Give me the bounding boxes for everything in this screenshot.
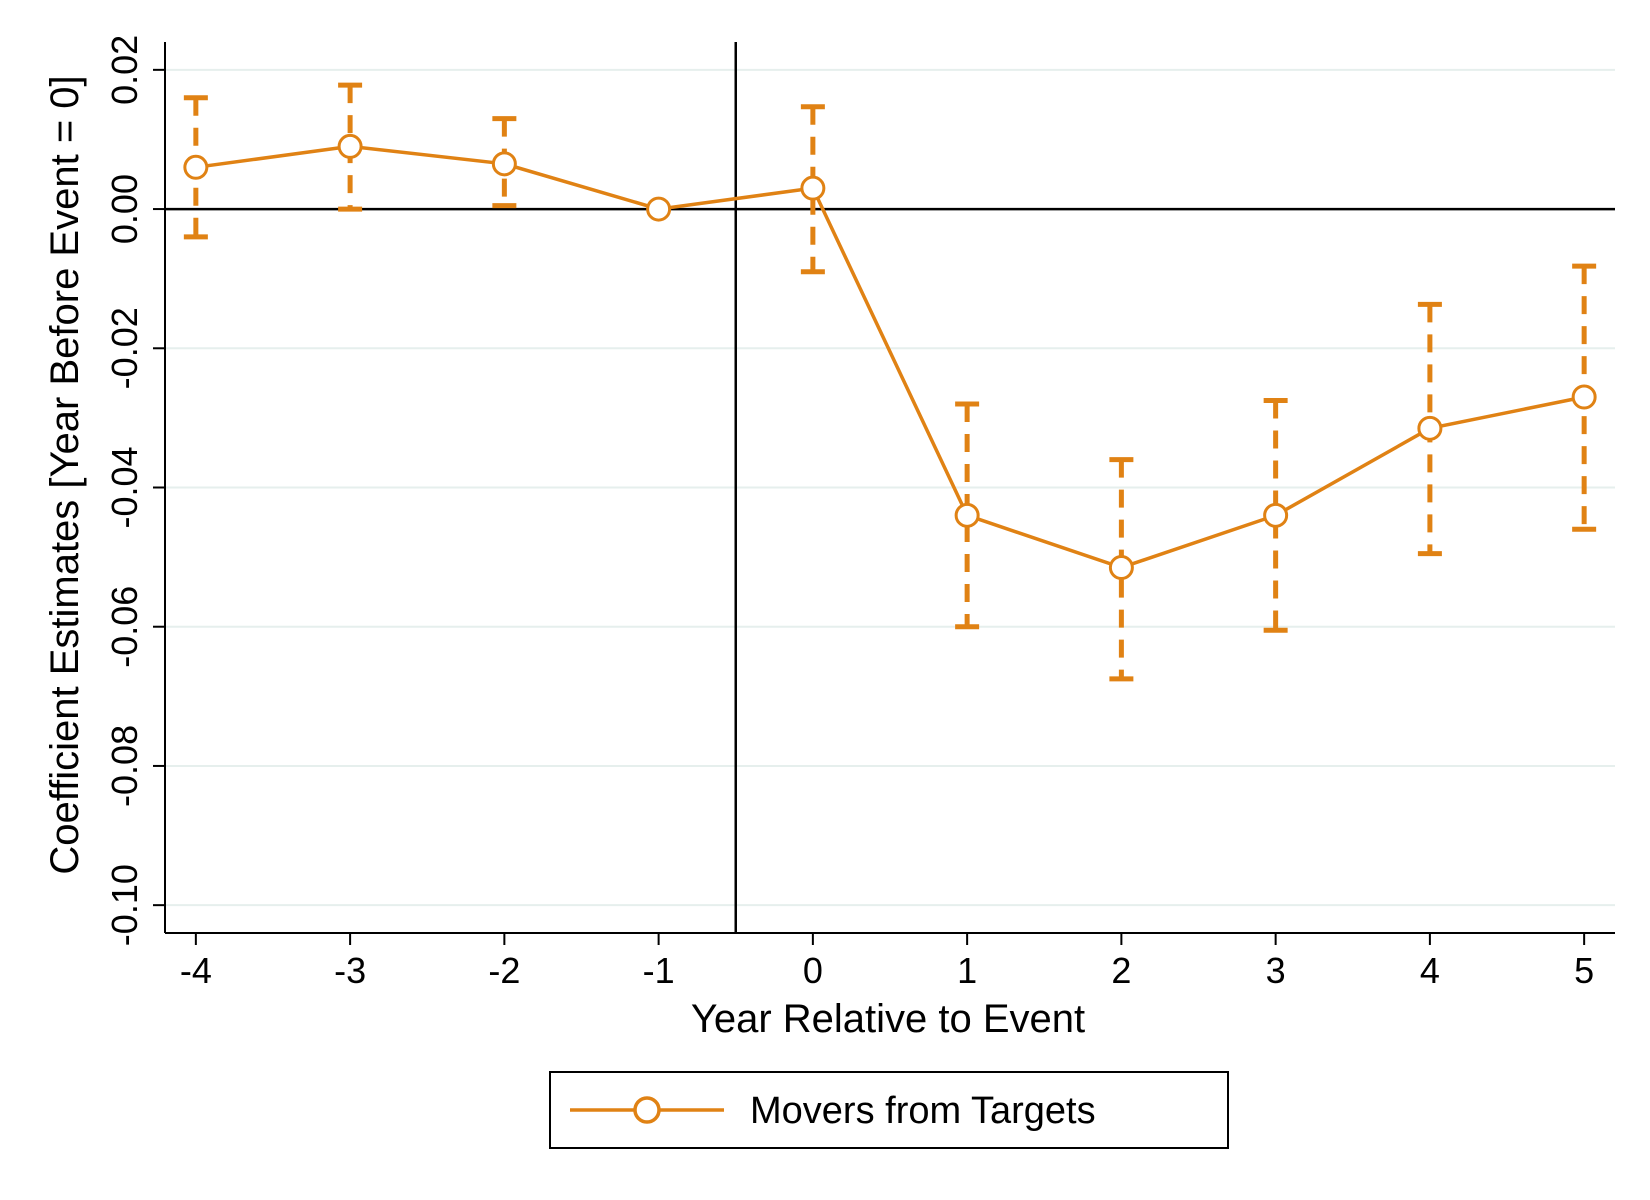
data-point bbox=[800, 175, 826, 201]
x-tick-label: 2 bbox=[1111, 950, 1131, 991]
x-tick-label: -2 bbox=[488, 950, 520, 991]
y-tick-label: 0.00 bbox=[104, 174, 145, 244]
y-tick-label: -0.02 bbox=[104, 307, 145, 389]
x-tick-label: -1 bbox=[643, 950, 675, 991]
x-tick-label: -3 bbox=[334, 950, 366, 991]
y-tick-label: -0.10 bbox=[104, 864, 145, 946]
data-point bbox=[1263, 502, 1289, 528]
y-tick-label: -0.04 bbox=[104, 446, 145, 528]
x-tick-label: 1 bbox=[957, 950, 977, 991]
axes bbox=[153, 42, 1615, 945]
legend: Movers from Targets bbox=[549, 1071, 1229, 1149]
data-point bbox=[1417, 415, 1443, 441]
x-tick-label: 4 bbox=[1420, 950, 1440, 991]
data-point bbox=[183, 154, 209, 180]
x-axis-title: Year Relative to Event bbox=[691, 997, 1085, 1041]
data-point bbox=[1571, 384, 1597, 410]
x-tick-label: 3 bbox=[1266, 950, 1286, 991]
x-tick-label: 5 bbox=[1574, 950, 1594, 991]
data-point bbox=[1108, 555, 1134, 581]
legend-marker-swatch bbox=[633, 1096, 661, 1124]
y-tick-label: -0.08 bbox=[104, 725, 145, 807]
x-tick-label: 0 bbox=[803, 950, 823, 991]
series-line bbox=[195, 144, 1585, 570]
data-point bbox=[646, 196, 672, 222]
series-line-path bbox=[195, 144, 1585, 570]
tick-labels: -0.10 -0.08 -0.06 -0.04 -0.02 0.00 0.02 -4 -3 -2 -… bbox=[104, 35, 1594, 991]
x-tick-label: -4 bbox=[180, 950, 212, 991]
legend-entry-label: Movers from Targets bbox=[750, 1090, 1096, 1132]
data-point bbox=[954, 502, 980, 528]
y-tick-label: 0.02 bbox=[104, 35, 145, 105]
y-axis-title: Coefficient Estimates [Year Before Event… bbox=[43, 75, 87, 874]
data-point bbox=[491, 151, 517, 177]
data-points bbox=[183, 133, 1597, 581]
data-point bbox=[337, 133, 363, 159]
y-tick-label: -0.06 bbox=[104, 586, 145, 668]
reference-lines bbox=[165, 42, 1615, 933]
